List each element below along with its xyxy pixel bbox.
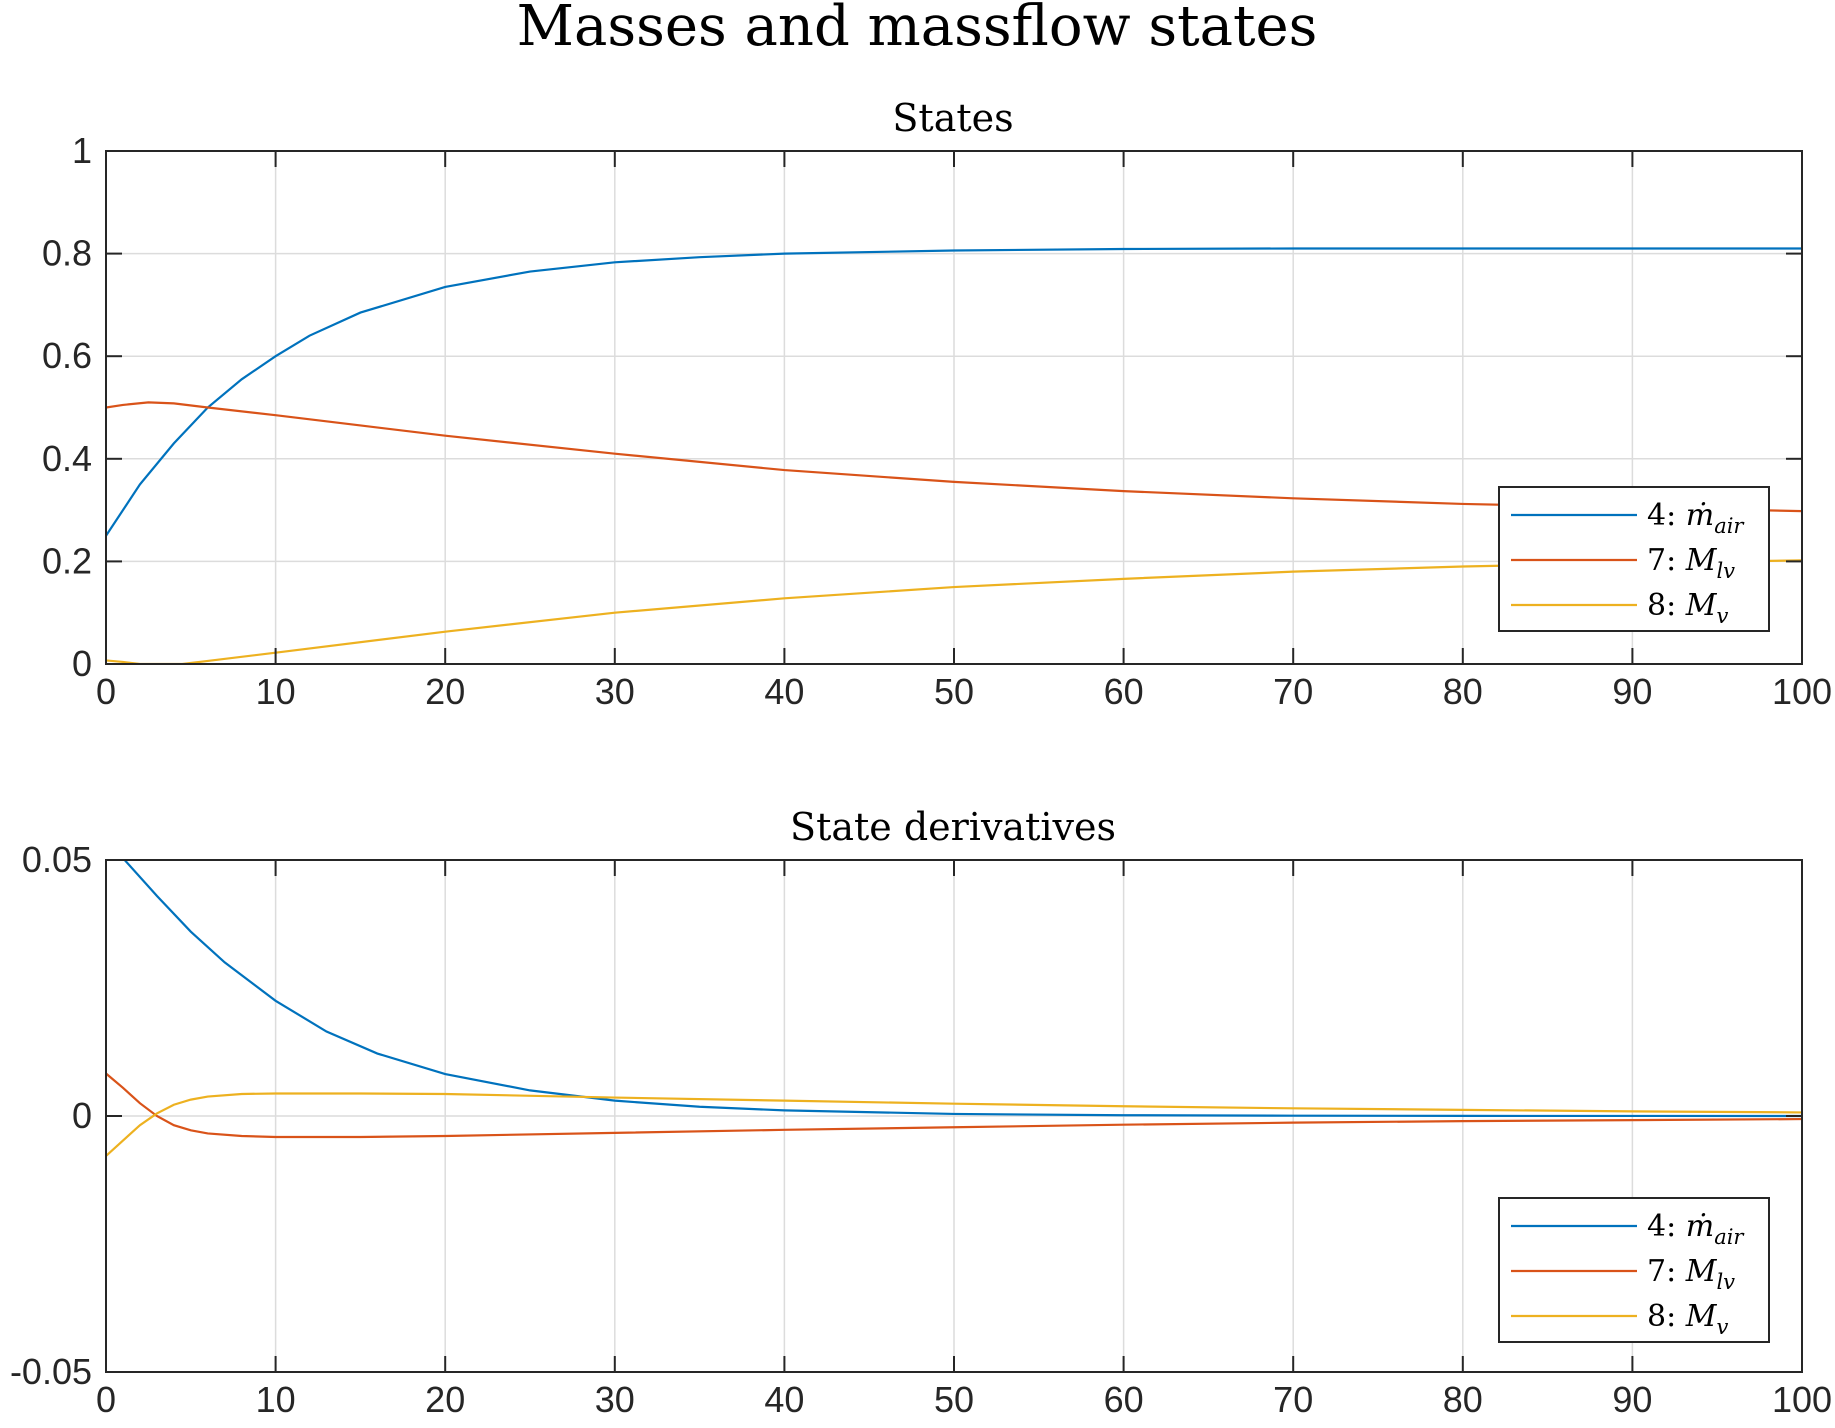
x-tick-label: 80 <box>1443 1379 1483 1420</box>
y-tick-label: 0.4 <box>42 438 92 479</box>
y-tick-label: 0.6 <box>42 335 92 376</box>
legend-entry: 8: Mv <box>1647 588 1728 628</box>
x-tick-label: 100 <box>1772 1379 1832 1420</box>
y-tick-label: 0.05 <box>22 839 92 880</box>
legend: 4: ṁair 7: Mlv 8: Mv <box>1498 486 1770 632</box>
x-tick-label: 30 <box>595 1379 635 1420</box>
states-panel: States 0 10 20 30 40 50 60 70 80 90 100 0 0.2 0.4 0.6 0… <box>42 96 1832 712</box>
x-tick-label: 40 <box>764 671 804 712</box>
legend-entry: 7: Mlv <box>1647 543 1735 583</box>
states-title: States <box>892 96 1013 140</box>
series-line-lv <box>106 1072 1802 1139</box>
x-tick-label: 40 <box>764 1379 804 1420</box>
x-tick-label: 70 <box>1273 1379 1313 1420</box>
x-tick-label: 0 <box>96 1379 116 1420</box>
x-tick-label: 30 <box>595 671 635 712</box>
series-line-air <box>123 860 1802 1118</box>
figure-suptitle: Masses and massflow states <box>517 0 1318 59</box>
y-tick-label: 0 <box>72 1095 92 1136</box>
x-tick-label: 50 <box>934 671 974 712</box>
x-tick-label: 10 <box>256 1379 296 1420</box>
y-tick-label: 0.2 <box>42 540 92 581</box>
state-derivatives-panel: State derivatives 0 10 20 30 40 50 60 70 80 90 100… <box>10 805 1832 1420</box>
x-tick-label: 20 <box>425 671 465 712</box>
x-tick-label: 50 <box>934 1379 974 1420</box>
legend-entry: 4: ṁair <box>1647 498 1745 538</box>
x-tick-label: 60 <box>1104 671 1144 712</box>
x-tick-label: 0 <box>96 671 116 712</box>
y-tick-label: 0.8 <box>42 233 92 274</box>
series-line-lv <box>106 401 1802 513</box>
x-tick-label: 60 <box>1104 1379 1144 1420</box>
x-tick-label: 10 <box>256 671 296 712</box>
x-tick-label: 90 <box>1612 671 1652 712</box>
series-line-v <box>106 1092 1802 1157</box>
y-tick-label: 1 <box>72 130 92 171</box>
x-tick-label: 80 <box>1443 671 1483 712</box>
legend-entry: 4: ṁair <box>1647 1209 1745 1249</box>
y-tick-label: -0.05 <box>10 1351 92 1392</box>
series-line-v <box>106 559 1802 664</box>
x-tick-label: 90 <box>1612 1379 1652 1420</box>
x-tick-label: 20 <box>425 1379 465 1420</box>
legend-entry: 7: Mlv <box>1647 1254 1735 1294</box>
x-tick-label: 100 <box>1772 671 1832 712</box>
state-derivatives-title: State derivatives <box>790 805 1116 849</box>
legend-entry: 8: Mv <box>1647 1299 1728 1339</box>
legend: 4: ṁair 7: Mlv 8: Mv <box>1498 1197 1770 1343</box>
x-tick-label: 70 <box>1273 671 1313 712</box>
y-tick-label: 0 <box>72 643 92 684</box>
